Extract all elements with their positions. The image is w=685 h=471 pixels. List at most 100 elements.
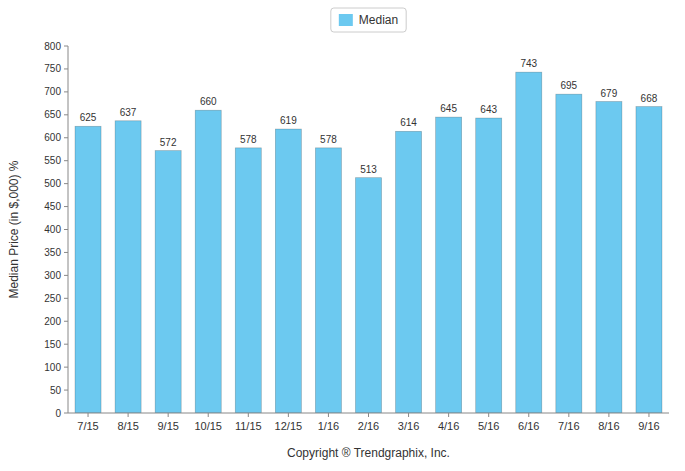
bar — [636, 107, 662, 413]
x-tick — [128, 413, 129, 417]
bar — [275, 129, 301, 413]
y-tick-label: 650 — [44, 109, 61, 120]
data-label: 619 — [280, 115, 297, 126]
y-tick-label: 700 — [44, 86, 61, 97]
bar — [355, 178, 381, 413]
x-tick-label: 5/16 — [478, 420, 499, 432]
x-tick — [88, 413, 89, 417]
data-label: 668 — [641, 93, 658, 104]
bars — [75, 72, 662, 413]
bar — [396, 131, 422, 413]
bar — [516, 72, 542, 413]
x-tick-label: 7/16 — [558, 420, 579, 432]
y-tick — [64, 91, 68, 92]
x-tick-label: 8/16 — [598, 420, 619, 432]
x-tick-label: 7/15 — [77, 420, 98, 432]
y-tick-label: 250 — [44, 293, 61, 304]
x-tick-label: 2/16 — [358, 420, 379, 432]
y-tick-label: 500 — [44, 178, 61, 189]
x-axis-label: Copyright ® Trendgraphix, Inc. — [287, 446, 450, 460]
x-tick — [208, 413, 209, 417]
y-tick — [64, 68, 68, 69]
y-tick — [64, 160, 68, 161]
bar — [155, 151, 181, 413]
y-tick — [64, 344, 68, 345]
bar — [476, 118, 502, 413]
y-tick — [64, 229, 68, 230]
y-tick-label: 400 — [44, 224, 61, 235]
y-tick-label: 100 — [44, 362, 61, 373]
y-tick — [64, 275, 68, 276]
y-axis-label: Median Price (in $,000) % — [7, 160, 21, 298]
x-tick-label: 1/16 — [318, 420, 339, 432]
legend-frame — [331, 8, 406, 32]
y-tick — [64, 137, 68, 138]
bar — [596, 102, 622, 413]
data-label: 578 — [240, 134, 257, 145]
y-tick-label: 800 — [44, 41, 61, 52]
bar — [436, 117, 462, 413]
x-tick-label: 12/15 — [275, 420, 303, 432]
y-tick — [64, 252, 68, 253]
x-tick-label: 9/16 — [638, 420, 659, 432]
x-tick-label: 10/15 — [194, 420, 222, 432]
y-tick — [64, 46, 68, 47]
y-tick — [64, 413, 68, 414]
y-tick-label: 600 — [44, 132, 61, 143]
y-tick — [64, 206, 68, 207]
bar — [235, 148, 261, 413]
y-tick — [64, 390, 68, 391]
y-tick-label: 350 — [44, 247, 61, 258]
bar — [315, 148, 341, 413]
x-tick — [648, 413, 649, 417]
legend: Median — [331, 8, 406, 32]
chart-svg: 625 637 572 660 578 619 578 513 614 645 643 743 695 6… — [0, 0, 685, 471]
x-tick — [248, 413, 249, 417]
data-label: 695 — [560, 80, 577, 91]
y-tick — [64, 298, 68, 299]
y-tick-label: 450 — [44, 201, 61, 212]
y-tick — [64, 367, 68, 368]
legend-label: Median — [359, 13, 398, 27]
bar — [556, 94, 582, 413]
x-tick — [288, 413, 289, 417]
y-tick-label: 750 — [44, 63, 61, 74]
x-tick-label: 9/15 — [157, 420, 178, 432]
y-tick-label: 0 — [55, 408, 61, 419]
data-label: 679 — [601, 88, 618, 99]
y-tick — [64, 321, 68, 322]
data-label: 660 — [200, 96, 217, 107]
data-label: 643 — [480, 104, 497, 115]
x-tick — [528, 413, 529, 417]
y-tick — [64, 114, 68, 115]
legend-swatch — [339, 14, 353, 26]
data-label: 513 — [360, 164, 377, 175]
x-tick — [608, 413, 609, 417]
x-tick-label: 8/15 — [117, 420, 138, 432]
data-label: 578 — [320, 134, 337, 145]
x-tick-label: 6/16 — [518, 420, 539, 432]
x-tick — [328, 413, 329, 417]
data-label: 637 — [120, 107, 137, 118]
data-label: 743 — [520, 58, 537, 69]
x-tick-label: 11/15 — [235, 420, 262, 432]
y-tick-label: 150 — [44, 339, 61, 350]
x-tick — [168, 413, 169, 417]
x-tick-label: 4/16 — [438, 420, 459, 432]
data-label: 625 — [80, 112, 97, 123]
x-tick — [448, 413, 449, 417]
y-tick — [64, 183, 68, 184]
y-tick-label: 200 — [44, 316, 61, 327]
x-tick — [488, 413, 489, 417]
data-label: 614 — [400, 117, 417, 128]
y-tick-label: 50 — [50, 385, 62, 396]
data-label: 572 — [160, 137, 177, 148]
y-tick-label: 300 — [44, 270, 61, 281]
chart-container: 625 637 572 660 578 619 578 513 614 645 643 743 695 6… — [0, 0, 685, 471]
bar — [195, 110, 221, 413]
bar — [75, 126, 101, 413]
x-tick — [568, 413, 569, 417]
data-label: 645 — [440, 103, 457, 114]
x-tick — [408, 413, 409, 417]
bar — [115, 121, 141, 413]
